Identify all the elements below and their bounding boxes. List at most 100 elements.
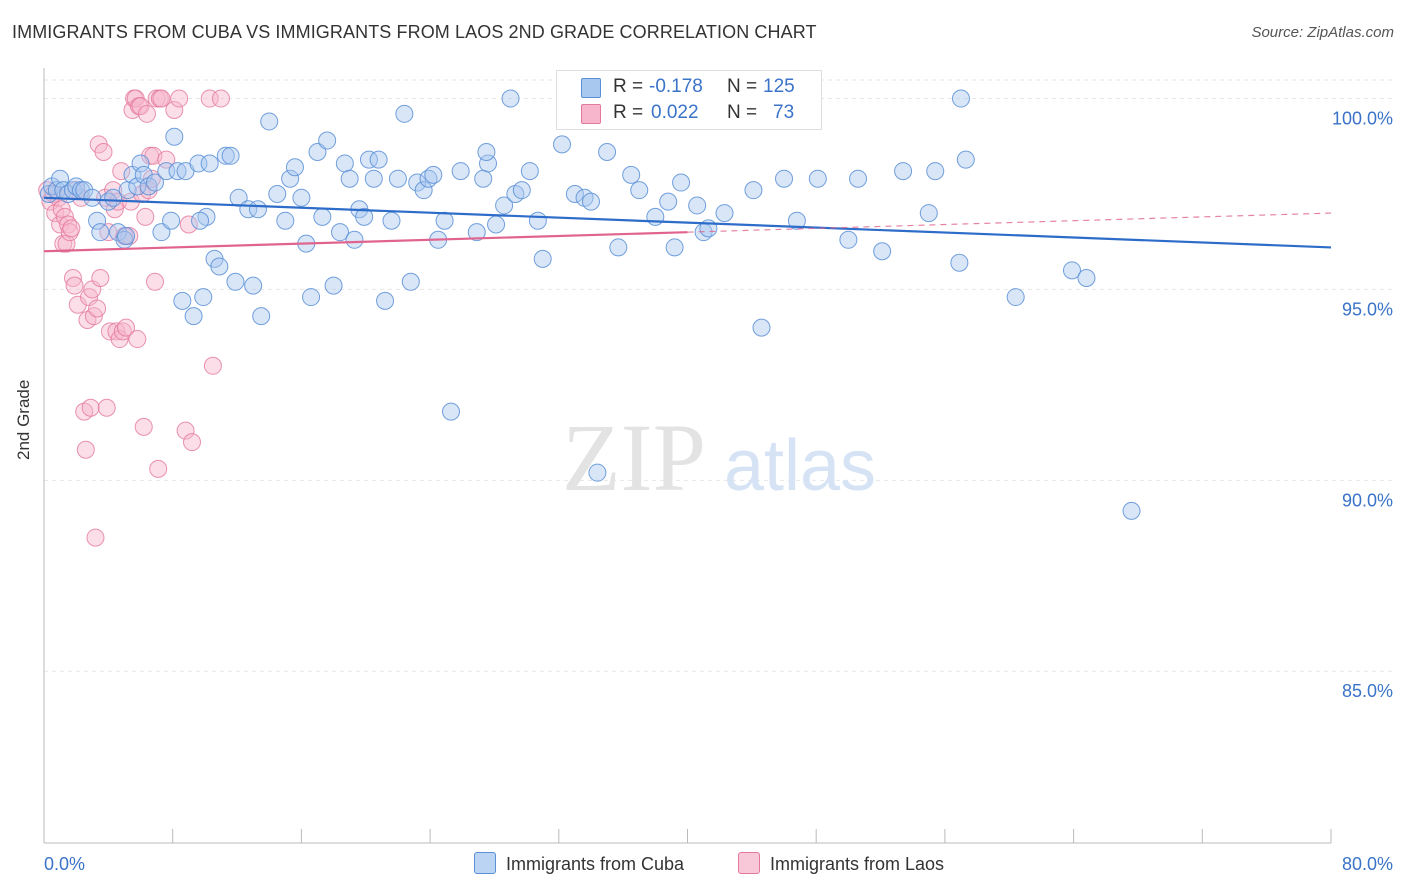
cuba-point [173,291,192,310]
cuba-point [335,154,354,173]
cuba-point [1077,268,1096,287]
bottom-legend-label-laos: Immigrants from Laos [770,854,945,874]
cuba-point [839,230,858,249]
series-laos-points [38,89,230,547]
bottom-legend-cuba: Immigrants from Cuba [474,852,684,875]
cuba-point [191,211,210,230]
laos-point [97,398,116,417]
cuba-point [501,89,520,108]
laos-point [65,276,84,295]
cuba-point [324,276,343,295]
cuba-point [479,154,498,173]
cuba-point [956,150,975,169]
laos-point [63,268,82,287]
cuba-point [131,154,150,173]
laos-point [211,89,230,108]
cuba-point [528,211,547,230]
cuba-point [302,288,321,307]
cuba-point [520,162,539,181]
cuba-point [487,215,506,234]
y-tick-label: 85.0% [1342,681,1393,701]
bottom-legend-laos: Immigrants from Laos [738,852,944,875]
cuba-point [744,181,763,200]
cuba-point [292,188,311,207]
bottom-legend-swatch-laos [738,852,760,874]
cuba-point [318,131,337,150]
cuba-point [91,223,110,242]
cuba-point [1062,261,1081,280]
cuba-point [598,142,617,161]
bottom-legend-swatch-cuba [474,852,496,874]
laos-point [131,97,150,116]
legend-n-value: 73 [773,102,795,123]
laos-point [104,181,123,200]
laos-point [62,219,81,238]
legend-r-label: R = [613,102,644,123]
axes [43,68,1332,844]
cuba-point [355,207,374,226]
cuba-point [221,146,240,165]
laos-point [146,272,165,291]
legend-r-value: -0.178 [649,76,703,97]
cuba-point [512,181,531,200]
cuba-point [200,154,219,173]
legend-n-value: 125 [763,76,795,97]
cuba-point [162,211,181,230]
cuba-point [340,169,359,188]
laos-point [81,398,100,417]
legend-n-label: N = [727,76,758,97]
legend-swatch-laos [581,104,601,124]
laos-point [134,417,153,436]
y-tick-label: 90.0% [1342,490,1393,510]
cuba-point [252,307,271,326]
x-tick-label: 0.0% [44,854,85,874]
trend-lines [43,196,1332,253]
legend-swatch-cuba [581,78,601,98]
laos-trend-line [43,231,688,253]
cuba-point [331,223,350,242]
cuba-point [442,402,461,421]
cuba-point [104,188,123,207]
cuba-point [474,169,493,188]
cuba-point [646,207,665,226]
cuba-point [165,127,184,146]
laos-point [203,356,222,375]
cuba-point [752,318,771,337]
cuba-point [688,196,707,215]
cuba-point [951,89,970,108]
cuba-point [285,158,304,177]
laos-point [183,433,202,452]
laos-point [91,268,110,287]
cuba-point [926,162,945,181]
cuba-point [672,173,691,192]
x-tick-label: 80.0% [1342,854,1393,874]
watermark: ZIP atlas [562,404,876,511]
laos-point [136,207,155,226]
cuba-point [152,223,171,242]
laos-point [165,100,184,119]
tick-labels: 100.0% 95.0% 90.0% 85.0% 0.0% 80.0% [44,109,1393,874]
cuba-point [533,249,552,268]
cuba-point [659,192,678,211]
cuba-point [260,112,279,131]
laos-point [179,215,198,234]
cuba-point [477,142,496,161]
cuba-point [369,150,388,169]
cuba-point [210,257,229,276]
legend-row-laos: R = 0.022 N = 73 [557,102,819,126]
cuba-point [565,184,584,203]
bottom-legend-label-cuba: Immigrants from Cuba [506,854,685,874]
legend-n-label: N = [727,102,758,123]
cuba-point [873,242,892,261]
laos-point [94,142,113,161]
cuba-point [665,238,684,257]
cuba-point [226,272,245,291]
laos-point [152,89,171,108]
grid-lines [44,79,1392,672]
cuba-point [382,211,401,230]
laos-point [88,299,107,318]
cuba-point [1122,501,1141,520]
cuba-point [281,169,300,188]
cuba-point [849,169,868,188]
